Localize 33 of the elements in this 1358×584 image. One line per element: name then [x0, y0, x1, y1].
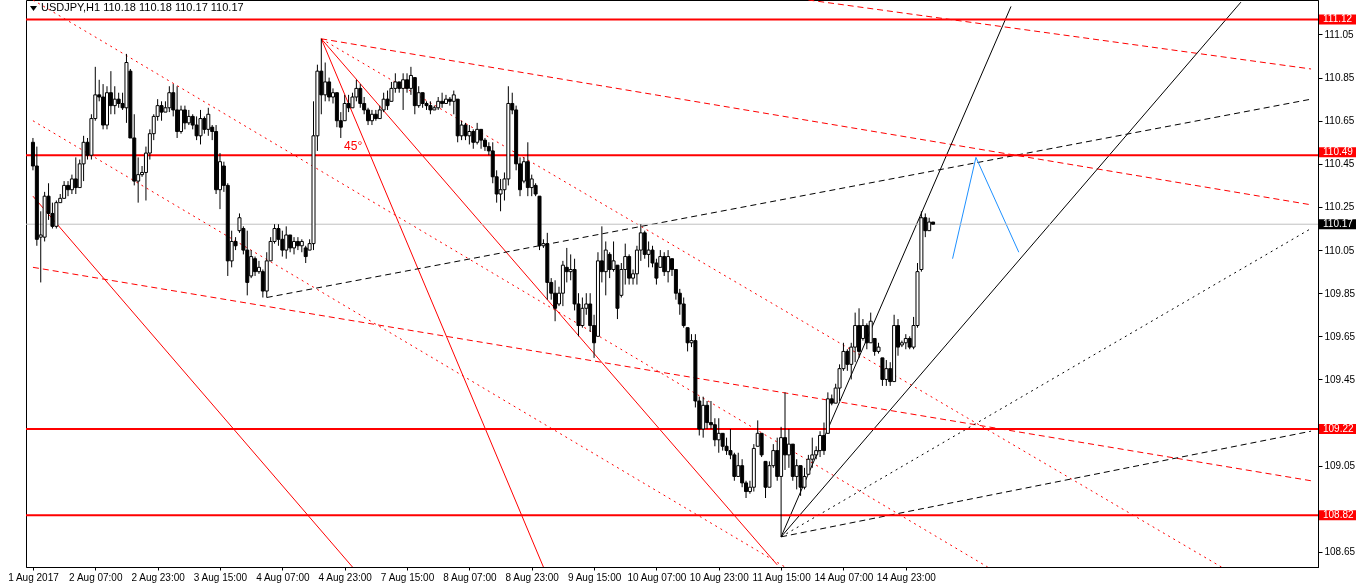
y-tick-label: 110.45	[1324, 158, 1355, 170]
y-tick-label: 108.65	[1324, 546, 1356, 558]
chart-title: USDJPY,H1 110.18 110.18 110.17 110.17	[41, 1, 244, 13]
x-tick-label: 2 Aug 07:00	[69, 571, 123, 583]
x-tick-label: 14 Aug 23:00	[876, 571, 937, 583]
annotation: 45°	[344, 139, 363, 154]
ref-line-label: 111.12	[1323, 13, 1353, 25]
ref-line-label: 110.49	[1323, 146, 1354, 158]
x-tick-label: 11 Aug 15:00	[752, 571, 812, 583]
y-tick-label: 109.05	[1324, 460, 1356, 472]
y-tick-label: 109.65	[1324, 330, 1356, 342]
y-tick-label: 111.05	[1324, 28, 1355, 40]
x-tick-label: 1 Aug 2017	[8, 571, 60, 583]
x-tick-label: 10 Aug 07:00	[627, 571, 687, 583]
y-tick-label: 110.25	[1324, 201, 1355, 213]
ref-line-label: 108.82	[1323, 509, 1355, 521]
x-tick-label: 10 Aug 23:00	[689, 571, 750, 583]
y-tick-label: 110.65	[1324, 115, 1355, 127]
x-tick-label: 14 Aug 07:00	[814, 571, 874, 583]
y-tick-label: 110.05	[1324, 244, 1355, 256]
x-tick-label: 7 Aug 15:00	[380, 571, 435, 583]
ref-line-label: 110.17	[1323, 218, 1354, 230]
y-tick-label: 110.85	[1324, 72, 1355, 84]
x-tick-label: 8 Aug 23:00	[505, 571, 560, 583]
x-tick-label: 2 Aug 23:00	[131, 571, 186, 583]
y-tick-label: 109.85	[1324, 287, 1356, 299]
x-tick-label: 4 Aug 23:00	[318, 571, 373, 583]
x-tick-label: 4 Aug 07:00	[256, 571, 310, 583]
y-tick-label: 109.45	[1324, 373, 1356, 385]
x-tick-label: 3 Aug 15:00	[193, 571, 248, 583]
ref-line-label: 109.22	[1323, 423, 1355, 435]
x-tick-label: 9 Aug 15:00	[567, 571, 622, 583]
x-tick-label: 8 Aug 07:00	[443, 571, 497, 583]
